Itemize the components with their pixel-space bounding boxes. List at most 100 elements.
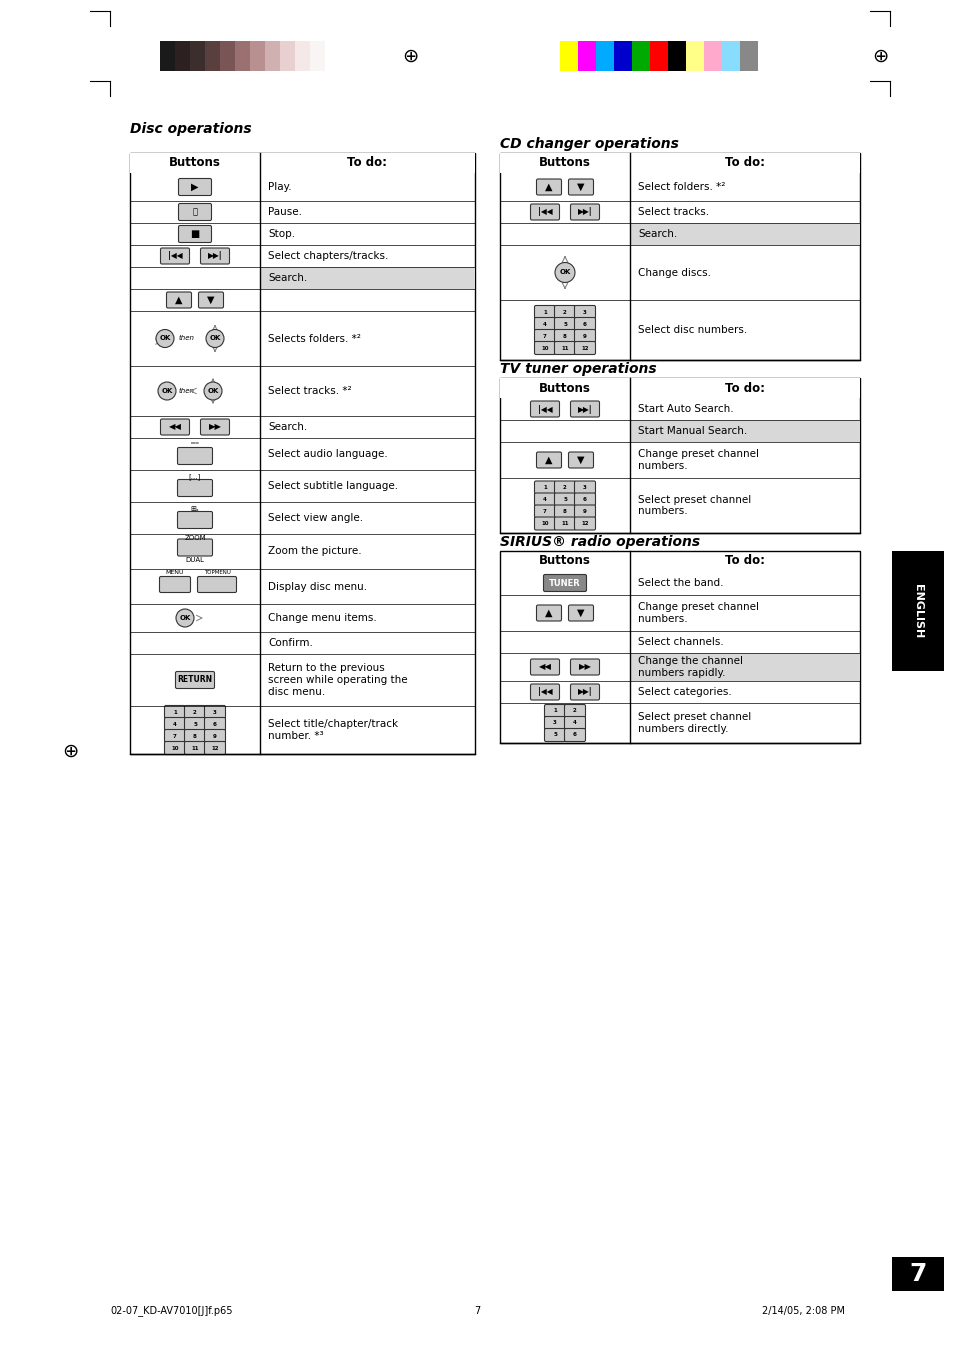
Text: Change preset channel
numbers.: Change preset channel numbers. <box>638 449 759 470</box>
Text: Select subtitle language.: Select subtitle language. <box>268 481 397 490</box>
Text: 1: 1 <box>542 485 546 490</box>
Text: |◀◀: |◀◀ <box>537 208 552 216</box>
Text: Buttons: Buttons <box>538 157 590 169</box>
FancyBboxPatch shape <box>164 742 185 754</box>
Circle shape <box>555 262 575 282</box>
Text: 11: 11 <box>560 346 568 350</box>
Text: Selects folders. *²: Selects folders. *² <box>268 334 360 343</box>
FancyBboxPatch shape <box>164 705 185 719</box>
Text: ◀◀: ◀◀ <box>169 423 181 431</box>
Bar <box>499 153 859 173</box>
FancyBboxPatch shape <box>544 728 565 742</box>
FancyBboxPatch shape <box>530 401 558 417</box>
Bar <box>629 223 859 245</box>
FancyBboxPatch shape <box>536 453 561 467</box>
Text: Return to the previous
screen while operating the
disc menu.: Return to the previous screen while oper… <box>268 663 407 697</box>
Text: 1: 1 <box>553 708 557 713</box>
Text: 6: 6 <box>582 322 586 327</box>
Text: 2: 2 <box>562 309 566 315</box>
FancyBboxPatch shape <box>534 517 555 530</box>
Bar <box>891 551 943 671</box>
Text: 6: 6 <box>573 732 577 738</box>
Text: Change the channel
numbers rapidly.: Change the channel numbers rapidly. <box>638 657 742 678</box>
Bar <box>260 267 475 289</box>
Text: Confirm.: Confirm. <box>268 638 313 648</box>
FancyBboxPatch shape <box>554 317 575 331</box>
Bar <box>614 41 631 72</box>
Text: ▶▶|: ▶▶| <box>578 404 592 413</box>
Text: ▶▶|: ▶▶| <box>208 251 222 261</box>
Text: Search.: Search. <box>638 230 677 239</box>
Text: ▼: ▼ <box>577 608 584 617</box>
Bar <box>703 41 721 72</box>
Text: SIRIUS® radio operations: SIRIUS® radio operations <box>499 535 700 549</box>
Text: OK: OK <box>209 335 220 342</box>
Text: DUAL: DUAL <box>185 558 204 563</box>
Text: 10: 10 <box>540 521 548 526</box>
Text: Select tracks.: Select tracks. <box>638 207 708 218</box>
FancyBboxPatch shape <box>184 742 205 754</box>
FancyBboxPatch shape <box>554 493 575 507</box>
FancyBboxPatch shape <box>178 226 212 242</box>
FancyBboxPatch shape <box>184 730 205 743</box>
Text: 3: 3 <box>582 309 586 315</box>
Text: ▶: ▶ <box>191 182 198 192</box>
FancyBboxPatch shape <box>570 204 598 220</box>
Text: Buttons: Buttons <box>538 554 590 567</box>
FancyBboxPatch shape <box>204 705 225 719</box>
Bar <box>649 41 667 72</box>
FancyBboxPatch shape <box>543 574 586 592</box>
Text: Change menu items.: Change menu items. <box>268 613 376 623</box>
Text: 8: 8 <box>562 509 566 513</box>
Bar <box>499 378 859 399</box>
FancyBboxPatch shape <box>574 342 595 354</box>
Text: ▼: ▼ <box>207 295 214 305</box>
Text: Play.: Play. <box>268 182 292 192</box>
Text: Select preset channel
numbers directly.: Select preset channel numbers directly. <box>638 712 750 734</box>
Text: Select categories.: Select categories. <box>638 688 731 697</box>
Text: 5: 5 <box>553 732 557 738</box>
Text: OK: OK <box>207 388 218 394</box>
Circle shape <box>158 382 175 400</box>
Text: ▶▶: ▶▶ <box>209 423 221 431</box>
Text: To do:: To do: <box>724 554 764 567</box>
Text: 7: 7 <box>172 734 176 739</box>
Text: ⊕: ⊕ <box>62 742 78 761</box>
Text: ▼: ▼ <box>577 182 584 192</box>
Text: ▶▶: ▶▶ <box>578 662 591 671</box>
FancyBboxPatch shape <box>570 659 598 676</box>
FancyBboxPatch shape <box>177 512 213 528</box>
FancyBboxPatch shape <box>568 178 593 195</box>
Circle shape <box>206 330 224 347</box>
Text: ZOOM: ZOOM <box>184 535 206 540</box>
FancyBboxPatch shape <box>177 539 213 557</box>
Bar <box>740 41 758 72</box>
FancyBboxPatch shape <box>554 330 575 343</box>
Bar <box>250 41 265 72</box>
Text: Select tracks. *²: Select tracks. *² <box>268 386 352 396</box>
Text: Start Auto Search.: Start Auto Search. <box>638 404 733 413</box>
Text: 8: 8 <box>193 734 196 739</box>
FancyBboxPatch shape <box>574 305 595 319</box>
FancyBboxPatch shape <box>574 317 595 331</box>
FancyBboxPatch shape <box>204 717 225 731</box>
FancyBboxPatch shape <box>530 204 558 220</box>
Text: ▼: ▼ <box>577 455 584 465</box>
Text: Buttons: Buttons <box>538 381 590 394</box>
Text: then: then <box>179 335 194 342</box>
Text: Select disc numbers.: Select disc numbers. <box>638 326 746 335</box>
Text: 2: 2 <box>573 708 577 713</box>
Text: To do:: To do: <box>347 157 387 169</box>
FancyBboxPatch shape <box>159 577 191 593</box>
Text: Display disc menu.: Display disc menu. <box>268 581 367 592</box>
Text: To do:: To do: <box>724 381 764 394</box>
Bar <box>205 41 220 72</box>
Bar <box>499 551 859 743</box>
Text: Select folders. *²: Select folders. *² <box>638 182 724 192</box>
Bar <box>220 41 234 72</box>
Text: 7: 7 <box>474 1306 479 1316</box>
Text: 12: 12 <box>211 746 218 751</box>
Bar <box>631 41 649 72</box>
Bar <box>325 41 339 72</box>
FancyBboxPatch shape <box>534 505 555 517</box>
